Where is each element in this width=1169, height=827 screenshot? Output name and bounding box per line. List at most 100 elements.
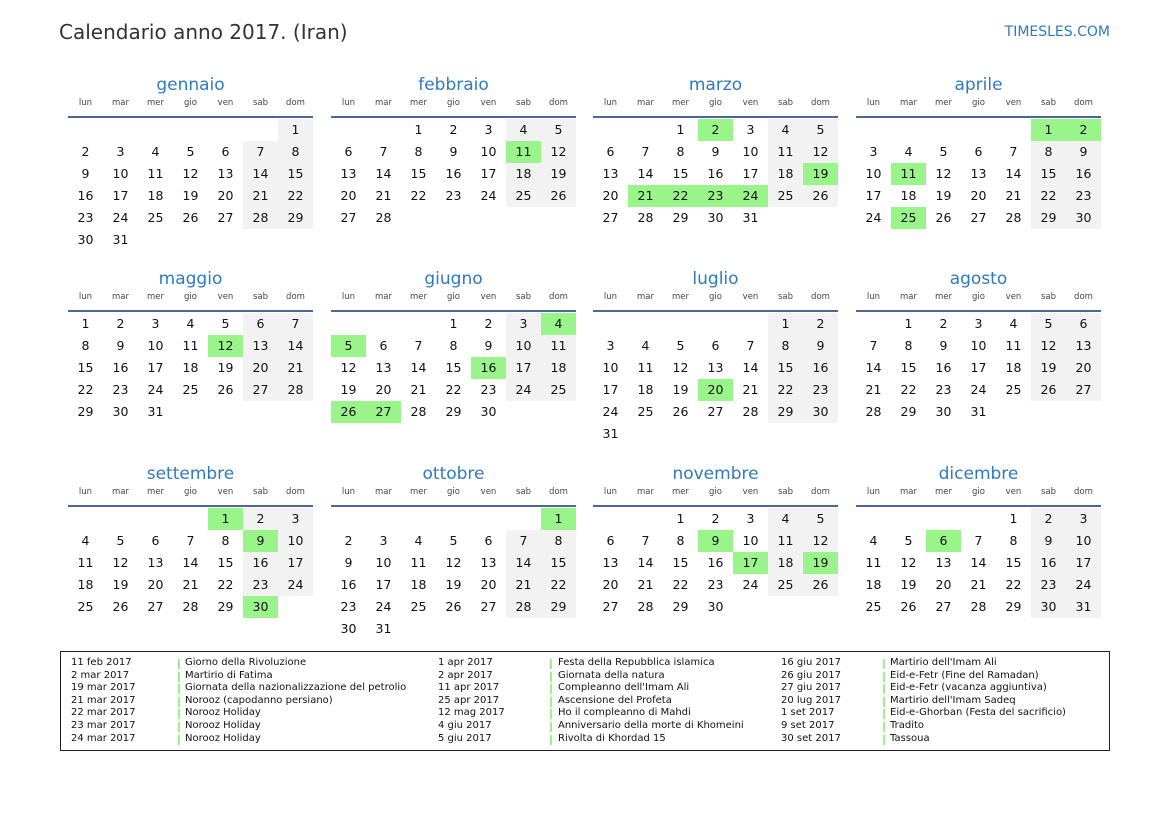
- weekday-label: lun: [866, 487, 881, 497]
- day-cell: 10: [602, 360, 619, 375]
- day-cell: 14: [865, 360, 882, 375]
- day-cell: 29: [900, 404, 917, 419]
- legend-column: 11 feb 2017 Giorno della Rivoluzione 2 mar…: [71, 657, 406, 745]
- day-cell: 4: [186, 316, 195, 331]
- day-cell-weekend: 7: [278, 313, 313, 335]
- day-cell-holiday: 27: [366, 401, 401, 423]
- day-cell: 28: [637, 599, 654, 614]
- day-cell-weekend: 11: [768, 530, 803, 552]
- weekday-label: dom: [286, 487, 305, 497]
- day-cell: 7: [641, 144, 650, 159]
- day-cell-holiday: 25: [891, 207, 926, 229]
- day-cell: 24: [742, 577, 759, 592]
- month-ottobre: ottobre lun mar mer gio ven sab dom 1 2 3 4 5 6 7 8 9 10 1…: [331, 461, 576, 640]
- divider: [593, 116, 838, 118]
- day-cell: 20: [602, 188, 619, 203]
- weekday-label: mer: [934, 98, 952, 108]
- weekday-header: lun mar mer gio ven sab dom: [593, 98, 838, 112]
- day-cell: 27: [602, 210, 619, 225]
- divider: [856, 310, 1101, 312]
- day-cell-weekend: 10: [278, 530, 313, 552]
- day-cell: 19: [935, 188, 952, 203]
- day-cell: 12: [182, 166, 199, 181]
- day-cell-weekend: 16: [803, 357, 838, 379]
- week-row: 14 15 16 17 18 19 20: [856, 357, 1101, 379]
- day-cell-weekend: 14: [506, 552, 541, 574]
- week-row: 16 17 18 19 20 21 22: [331, 574, 576, 596]
- weekday-label: mer: [146, 292, 164, 302]
- day-cell: 20: [602, 577, 619, 592]
- weekday-label: gio: [447, 98, 460, 108]
- week-row: 4 5 6 7 8 9 10: [856, 530, 1101, 552]
- day-cell: 26: [935, 210, 952, 225]
- week-row: 19 20 21 22 23 24 25: [331, 379, 576, 401]
- day-cell: 1: [449, 316, 458, 331]
- day-cell: 20: [480, 577, 497, 592]
- weekday-label: ven: [217, 487, 234, 497]
- day-cell-weekend: 14: [243, 163, 278, 185]
- weekday-label: mar: [112, 487, 129, 497]
- weekday-label: ven: [742, 487, 759, 497]
- weekday-label: ven: [1005, 292, 1022, 302]
- weekday-label: gio: [447, 487, 460, 497]
- day-cell: 3: [151, 316, 160, 331]
- day-cell: 28: [865, 404, 882, 419]
- day-cell: 1: [676, 511, 685, 526]
- empty-cell: [401, 508, 436, 530]
- week-row: 23 24 25 26 27 28 29: [331, 596, 576, 618]
- day-cell: 19: [672, 382, 689, 397]
- day-cell: 11: [1005, 338, 1022, 353]
- day-cell-weekend: 23: [1031, 574, 1066, 596]
- divider: [68, 116, 313, 118]
- holiday-name: Giornata della nazionalizzazione del pet…: [185, 682, 407, 694]
- weekday-label: ven: [217, 98, 234, 108]
- weekday-label: lun: [866, 98, 881, 108]
- week-row: 6 7 8 9 10 11 12: [593, 141, 838, 163]
- holiday-marker: [883, 721, 885, 732]
- day-cell: 22: [900, 382, 917, 397]
- day-cell-weekend: 20: [1066, 357, 1101, 379]
- day-cell: 7: [379, 144, 388, 159]
- weekday-label: lun: [341, 487, 356, 497]
- day-cell: 6: [344, 144, 353, 159]
- holiday-name: Tassoua: [890, 732, 930, 744]
- weekday-label: ven: [1005, 98, 1022, 108]
- day-cell-weekend: 9: [1066, 141, 1101, 163]
- day-cell: 24: [865, 210, 882, 225]
- legend-row: 11 feb 2017 Giorno della Rivoluzione: [71, 657, 391, 670]
- day-cell-weekend: 5: [803, 119, 838, 141]
- holiday-name: Martirio dell'Imam Ali: [890, 657, 997, 668]
- day-cell: 8: [414, 144, 423, 159]
- holiday-name: Rivolta di Khordad 15: [558, 732, 666, 744]
- day-cell: 13: [970, 166, 987, 181]
- legend-row: 12 mag 2017 Ho il compleanno di Mahdi: [438, 707, 758, 720]
- day-cell-holiday: 1: [208, 508, 243, 530]
- empty-cell: [961, 508, 996, 530]
- legend-row: 25 apr 2017 Ascensione del Profeta: [438, 695, 758, 708]
- empty-cell: [961, 119, 996, 141]
- day-cell: 6: [379, 338, 388, 353]
- day-cell-weekend: 23: [243, 574, 278, 596]
- day-cell: 17: [865, 188, 882, 203]
- empty-cell: [331, 119, 366, 141]
- day-cell: 17: [742, 166, 759, 181]
- day-cell: 29: [1005, 599, 1022, 614]
- brand-link[interactable]: TIMESLES.COM: [1004, 24, 1110, 40]
- empty-cell: [366, 508, 401, 530]
- divider: [593, 505, 838, 507]
- day-cell-weekend: 29: [768, 401, 803, 423]
- day-cell: 18: [147, 188, 164, 203]
- day-cell-weekend: 15: [278, 163, 313, 185]
- weekday-label: lun: [603, 292, 618, 302]
- day-cell: 1: [1009, 511, 1018, 526]
- holiday-marker: [178, 696, 180, 707]
- holiday-name: Eid-e-Ghorban (Festa del sacrificio): [890, 707, 1066, 719]
- day-cell: 2: [344, 533, 353, 548]
- holiday-marker: [550, 721, 552, 732]
- day-cell-weekend: 27: [243, 379, 278, 401]
